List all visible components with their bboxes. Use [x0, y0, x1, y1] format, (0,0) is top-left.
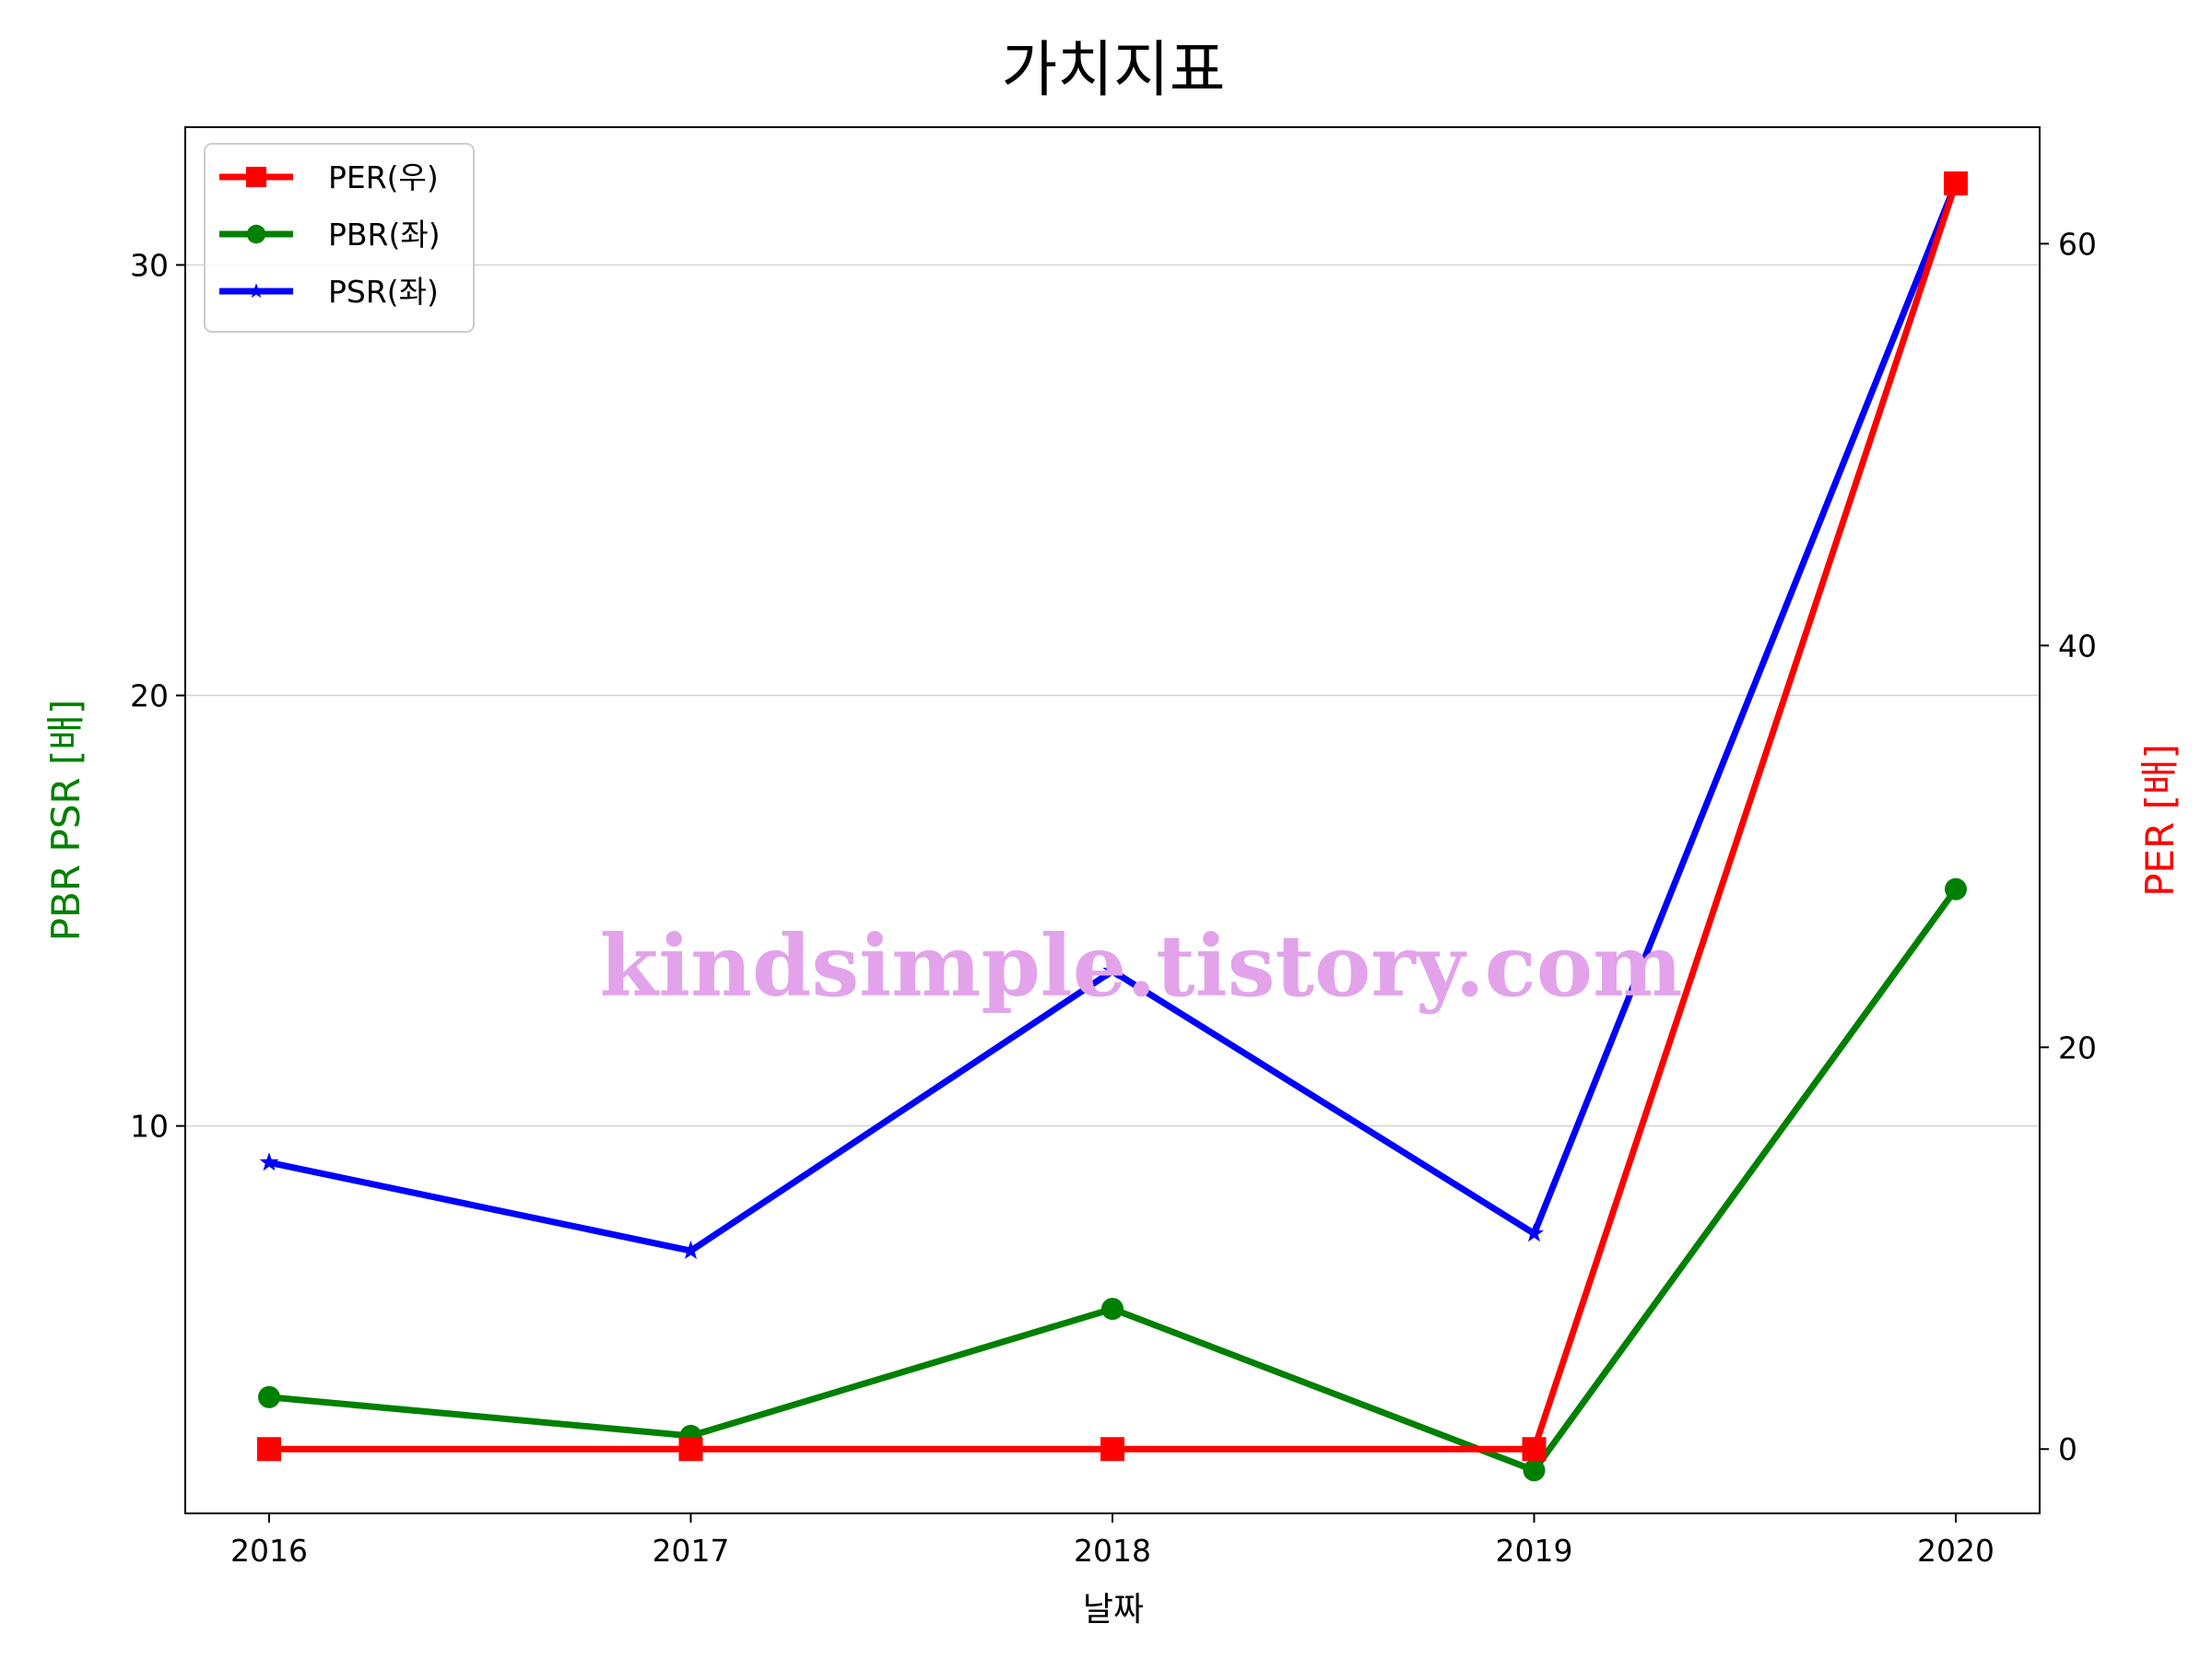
- legend-entry: PBR(좌): [219, 217, 441, 253]
- chart-title: 가치지표: [1002, 34, 1226, 105]
- y-right-tick-label: 20: [2058, 1030, 2097, 1065]
- legend-entry: PER(우): [219, 159, 439, 195]
- legend-label: PER(우): [328, 159, 439, 195]
- data-point: [1101, 1298, 1124, 1321]
- legend-entry: PSR(좌): [219, 274, 439, 310]
- y-left-tick-label: 30: [130, 247, 169, 283]
- x-tick-label: 2017: [653, 1533, 730, 1569]
- y-axis-label-right: PER [배]: [2137, 744, 2183, 897]
- legend-label: PSR(좌): [328, 274, 439, 310]
- series-line: [265, 180, 1959, 1254]
- x-axis-label: 날짜: [1083, 1591, 1144, 1629]
- series-PER(우): [257, 171, 1968, 1462]
- x-tick-label: 2018: [1074, 1533, 1151, 1569]
- legend-marker: [248, 283, 265, 299]
- y-left-tick-label: 10: [130, 1109, 169, 1145]
- legend: PER(우) PBR(좌) PSR(좌): [204, 143, 475, 333]
- data-point: [678, 1437, 703, 1462]
- y-left-tick-label: 20: [130, 678, 169, 714]
- watermark: kindsimple.tistory.com: [599, 916, 1682, 1016]
- y-right-tick-label: 60: [2058, 226, 2097, 262]
- data-point: [1945, 877, 1967, 900]
- x-tick-label: 2016: [230, 1533, 308, 1569]
- x-tick-label: 2020: [1917, 1533, 1994, 1569]
- axis-ticks: 10 20 30 0 20 40 60 2016 2017 2018 2019 2020: [130, 226, 2097, 1569]
- data-point: [257, 1437, 281, 1462]
- data-point: [1102, 960, 1123, 980]
- data-point: [1523, 1459, 1546, 1482]
- data-point: [681, 1241, 700, 1259]
- series-PSR(좌): [259, 172, 1966, 1259]
- legend-marker: [245, 166, 267, 188]
- y-right-tick-label: 0: [2058, 1431, 2077, 1467]
- series-layer: [257, 171, 1968, 1482]
- legend-label: PBR(좌): [328, 217, 441, 253]
- y-axis-label-left: PBR PSR [배]: [43, 700, 88, 942]
- data-point: [258, 1385, 280, 1408]
- y-right-tick-label: 40: [2058, 628, 2097, 664]
- x-tick-label: 2019: [1496, 1533, 1573, 1569]
- data-point: [1944, 171, 1968, 196]
- plot-frame: [184, 126, 2041, 1514]
- series-PBR(좌): [258, 877, 1967, 1482]
- legend-box: [204, 143, 475, 333]
- grid-lines: [185, 264, 2040, 1127]
- data-point: [259, 1152, 279, 1171]
- legend-marker: [246, 224, 266, 244]
- data-point: [1522, 1437, 1547, 1462]
- data-point: [1100, 1437, 1124, 1462]
- data-point: [1524, 1223, 1544, 1242]
